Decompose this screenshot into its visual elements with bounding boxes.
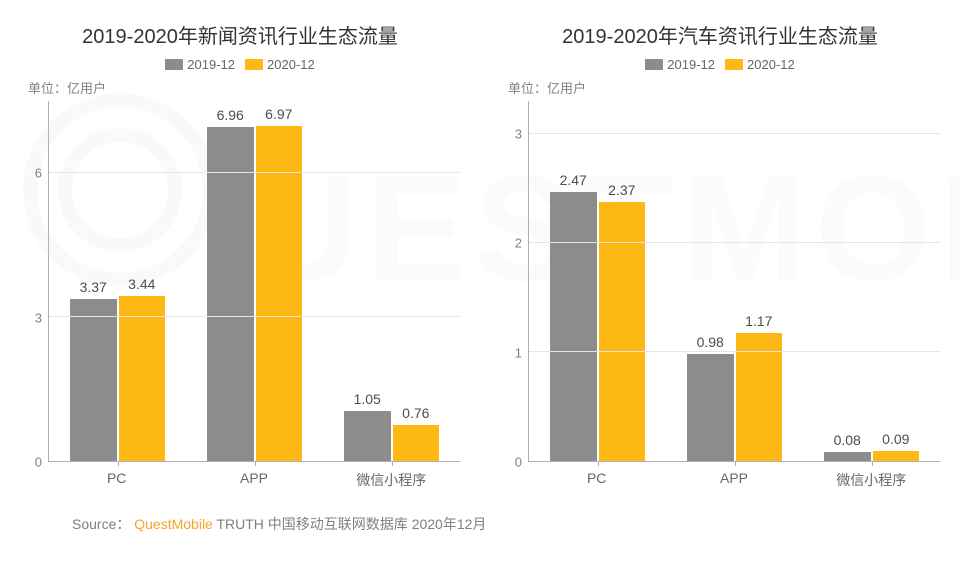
bar: 0.09 <box>873 451 920 461</box>
bar-groups-left: 3.373.446.966.971.050.76 <box>49 101 460 461</box>
gridline <box>49 316 460 317</box>
gridline <box>529 133 940 134</box>
legend-item-b: 2020-12 <box>245 57 315 72</box>
legend-label-b: 2020-12 <box>267 57 315 72</box>
chart-title: 2019-2020年新闻资讯行业生态流量 <box>20 20 460 49</box>
unit-label: 单位：亿用户 <box>28 78 460 97</box>
source-brand: QuestMobile <box>134 516 213 532</box>
bar-value-label: 0.08 <box>834 432 861 452</box>
x-label: PC <box>528 462 665 490</box>
legend-item-b: 2020-12 <box>725 57 795 72</box>
x-tick <box>118 461 119 466</box>
chart-panel-left: 2019-2020年新闻资讯行业生态流量 2019-12 2020-12 单位：… <box>0 0 480 500</box>
bar-group: 0.080.09 <box>803 101 940 461</box>
x-label: PC <box>48 462 185 490</box>
x-label: APP <box>665 462 802 490</box>
x-label: 微信小程序 <box>323 462 460 490</box>
gridline <box>529 351 940 352</box>
y-tick: 0 <box>35 455 42 470</box>
legend-label-b: 2020-12 <box>747 57 795 72</box>
chart-area-left: 3.373.446.966.971.050.76 <box>48 101 460 462</box>
legend-label-a: 2019-12 <box>187 57 235 72</box>
bar: 6.97 <box>256 126 303 461</box>
x-tick <box>872 461 873 466</box>
chart-area-right: 2.472.370.981.170.080.09 <box>528 101 940 462</box>
x-label: 微信小程序 <box>803 462 940 490</box>
gridline <box>529 242 940 243</box>
bar: 3.44 <box>119 296 166 461</box>
bar-value-label: 2.47 <box>560 172 587 192</box>
source-prefix: Source： <box>72 516 130 532</box>
legend-label-a: 2019-12 <box>667 57 715 72</box>
bar: 1.17 <box>736 333 783 461</box>
source-suffix: TRUTH 中国移动互联网数据库 2020年12月 <box>216 516 486 532</box>
bar-group: 1.050.76 <box>323 101 460 461</box>
y-axis-right: 0123 <box>500 101 528 462</box>
bar-value-label: 1.17 <box>745 313 772 333</box>
bar-value-label: 1.05 <box>354 391 381 411</box>
bar-group: 6.966.97 <box>186 101 323 461</box>
legend: 2019-12 2020-12 <box>500 57 940 72</box>
legend-swatch-b <box>725 59 743 70</box>
bar-value-label: 3.44 <box>128 276 155 296</box>
bar-value-label: 6.96 <box>217 107 244 127</box>
y-tick: 3 <box>515 126 522 141</box>
legend-swatch-a <box>165 59 183 70</box>
x-tick <box>255 461 256 466</box>
y-axis-left: 036 <box>20 101 48 462</box>
bar-group: 3.373.44 <box>49 101 186 461</box>
bar-groups-right: 2.472.370.981.170.080.09 <box>529 101 940 461</box>
y-tick: 0 <box>515 455 522 470</box>
bar-value-label: 0.09 <box>882 431 909 451</box>
x-tick <box>735 461 736 466</box>
x-tick <box>392 461 393 466</box>
bar-value-label: 0.76 <box>402 405 429 425</box>
legend-item-a: 2019-12 <box>645 57 715 72</box>
legend-item-a: 2019-12 <box>165 57 235 72</box>
bar-value-label: 3.37 <box>80 279 107 299</box>
bar: 3.37 <box>70 299 117 461</box>
x-labels-left: PCAPP微信小程序 <box>48 462 460 490</box>
bar: 2.47 <box>550 192 597 461</box>
y-tick: 6 <box>35 166 42 181</box>
x-labels-right: PCAPP微信小程序 <box>528 462 940 490</box>
bar-value-label: 6.97 <box>265 106 292 126</box>
legend-swatch-a <box>645 59 663 70</box>
y-tick: 3 <box>35 310 42 325</box>
legend: 2019-12 2020-12 <box>20 57 460 72</box>
bar: 0.76 <box>393 425 440 461</box>
legend-swatch-b <box>245 59 263 70</box>
bar-value-label: 2.37 <box>608 182 635 202</box>
gridline <box>49 172 460 173</box>
unit-label: 单位：亿用户 <box>508 78 940 97</box>
bar: 1.05 <box>344 411 391 461</box>
chart-panel-right: 2019-2020年汽车资讯行业生态流量 2019-12 2020-12 单位：… <box>480 0 960 500</box>
x-label: APP <box>185 462 322 490</box>
x-tick <box>598 461 599 466</box>
bar: 6.96 <box>207 127 254 461</box>
bar-group: 2.47 2.37 <box>529 101 666 461</box>
source-line: Source： QuestMobile TRUTH 中国移动互联网数据库 202… <box>0 500 960 534</box>
bar-group: 0.981.17 <box>666 101 803 461</box>
y-tick: 1 <box>515 345 522 360</box>
bar: 0.98 <box>687 354 734 461</box>
bar: 0.08 <box>824 452 871 461</box>
y-tick: 2 <box>515 236 522 251</box>
chart-title: 2019-2020年汽车资讯行业生态流量 <box>500 20 940 49</box>
